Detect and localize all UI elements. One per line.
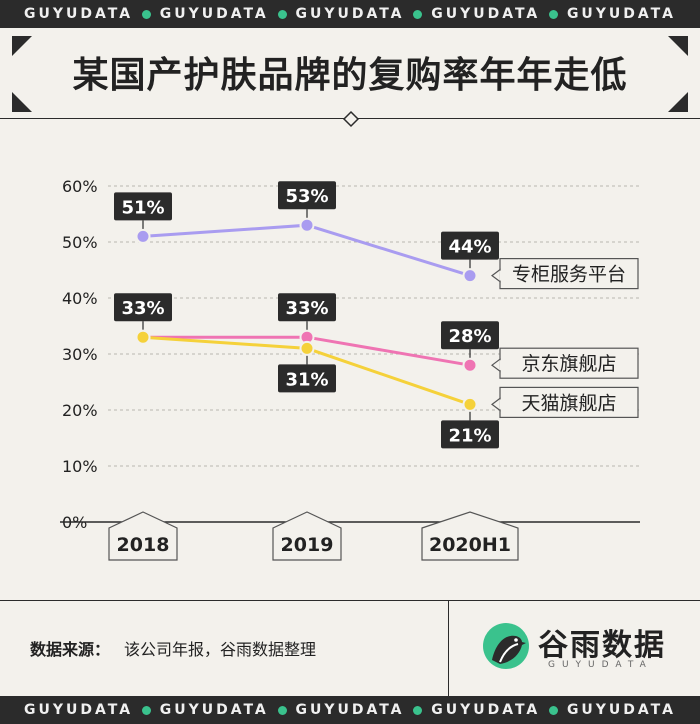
data-label-box (441, 420, 499, 449)
band-text: GUYUDATA (431, 6, 541, 22)
brand-name: 谷雨数据 (538, 628, 666, 663)
series-label-pointer (491, 397, 501, 412)
dot-icon (549, 705, 559, 715)
band-text: GUYUDATA (159, 702, 269, 718)
dot-icon (413, 9, 423, 19)
data-label-box (278, 293, 336, 322)
dot-icon (277, 705, 287, 715)
data-label-box (441, 231, 499, 260)
y-tick-label: 50% (62, 233, 98, 252)
data-point (135, 329, 151, 345)
corner-mark-icon (12, 36, 32, 56)
data-point (299, 217, 315, 233)
band-text: GUYUDATA (295, 6, 405, 22)
band-text: GUYUDATA (159, 6, 269, 22)
data-label-box (441, 321, 499, 350)
y-tick-label: 10% (62, 457, 98, 476)
line-chart: 60%50%40%30%20%10%0%2018 2019 2020H151%53%… (60, 177, 640, 561)
x-tick-label: 2019 (281, 534, 334, 556)
footer-rule (0, 600, 700, 601)
series-label: 专柜服务平台 (512, 264, 626, 286)
x-tick-label: 2018 (117, 534, 170, 556)
corner-mark-icon (12, 92, 32, 112)
data-label-box (278, 364, 336, 393)
data-point (135, 228, 151, 244)
x-tick-label: 2020H1 (429, 534, 511, 556)
band-text: GUYUDATA (295, 702, 405, 718)
series-label-box (499, 386, 639, 418)
band-text: GUYUDATA (566, 6, 676, 22)
data-label-box (114, 293, 172, 322)
dot-icon (141, 705, 151, 715)
y-tick-label: 20% (62, 401, 98, 420)
footer-band: GUYUDATA GUYUDATA GUYUDATA GUYUDATA GUYU… (0, 696, 700, 724)
chart-title: 某国产护肤品牌的复购率年年走低 (72, 55, 628, 96)
band-text: GUYUDATA (24, 702, 134, 718)
dot-icon (277, 9, 287, 19)
data-point (462, 357, 478, 373)
band-text: GUYUDATA (431, 702, 541, 718)
series-label-pointer-mask (499, 270, 502, 281)
band-text: GUYUDATA (566, 702, 676, 718)
data-point (462, 396, 478, 412)
brand-sub: GUYUDATA (548, 660, 653, 670)
data-label-box (114, 192, 172, 221)
y-tick-label: 60% (62, 177, 98, 196)
band-text: GUYUDATA (24, 6, 134, 22)
data-label-box (278, 181, 336, 210)
series-label-pointer (491, 268, 501, 283)
data-point (299, 340, 315, 356)
source-label: 数据来源： (30, 640, 111, 659)
data-label: 31% (285, 369, 328, 390)
data-label: 21% (448, 425, 491, 446)
data-label: 51% (121, 197, 164, 218)
data-label: 33% (285, 298, 328, 319)
x-tick-tab (421, 511, 519, 561)
x-tick-tab (272, 511, 342, 561)
title-box: 某国产护肤品牌的复购率年年走低 (10, 32, 690, 116)
series-label-pointer-mask (499, 360, 502, 371)
series-label-pointer (491, 357, 501, 373)
y-tick-label: 40% (62, 289, 98, 308)
source-note: 数据来源： 该公司年报，谷雨数据整理 (30, 636, 316, 660)
x-tick-tab (108, 511, 178, 561)
data-label: 33% (121, 298, 164, 319)
diamond-icon (342, 110, 360, 128)
dot-icon (413, 705, 423, 715)
data-label: 53% (285, 186, 328, 207)
header-band: GUYUDATA GUYUDATA GUYUDATA GUYUDATA GUYU… (0, 0, 700, 28)
bird-logo-icon (483, 623, 529, 669)
series-line (142, 223, 471, 278)
dot-icon (549, 9, 559, 19)
title-frame (12, 36, 688, 112)
series-label-box (499, 258, 639, 290)
corner-mark-icon (668, 36, 688, 56)
corner-mark-icon (668, 92, 688, 112)
series-label-pointer-mask (499, 399, 502, 410)
series-label: 京东旗舰店 (521, 353, 616, 375)
series-label: 天猫旗舰店 (521, 392, 616, 414)
data-label: 28% (448, 326, 491, 347)
data-point (462, 268, 478, 284)
dot-icon (141, 9, 151, 19)
source-text: 该公司年报，谷雨数据整理 (124, 640, 317, 659)
footer-divider (448, 600, 449, 696)
series-label-box (499, 347, 639, 379)
data-label: 44% (448, 237, 491, 258)
y-tick-label: 30% (62, 345, 98, 364)
